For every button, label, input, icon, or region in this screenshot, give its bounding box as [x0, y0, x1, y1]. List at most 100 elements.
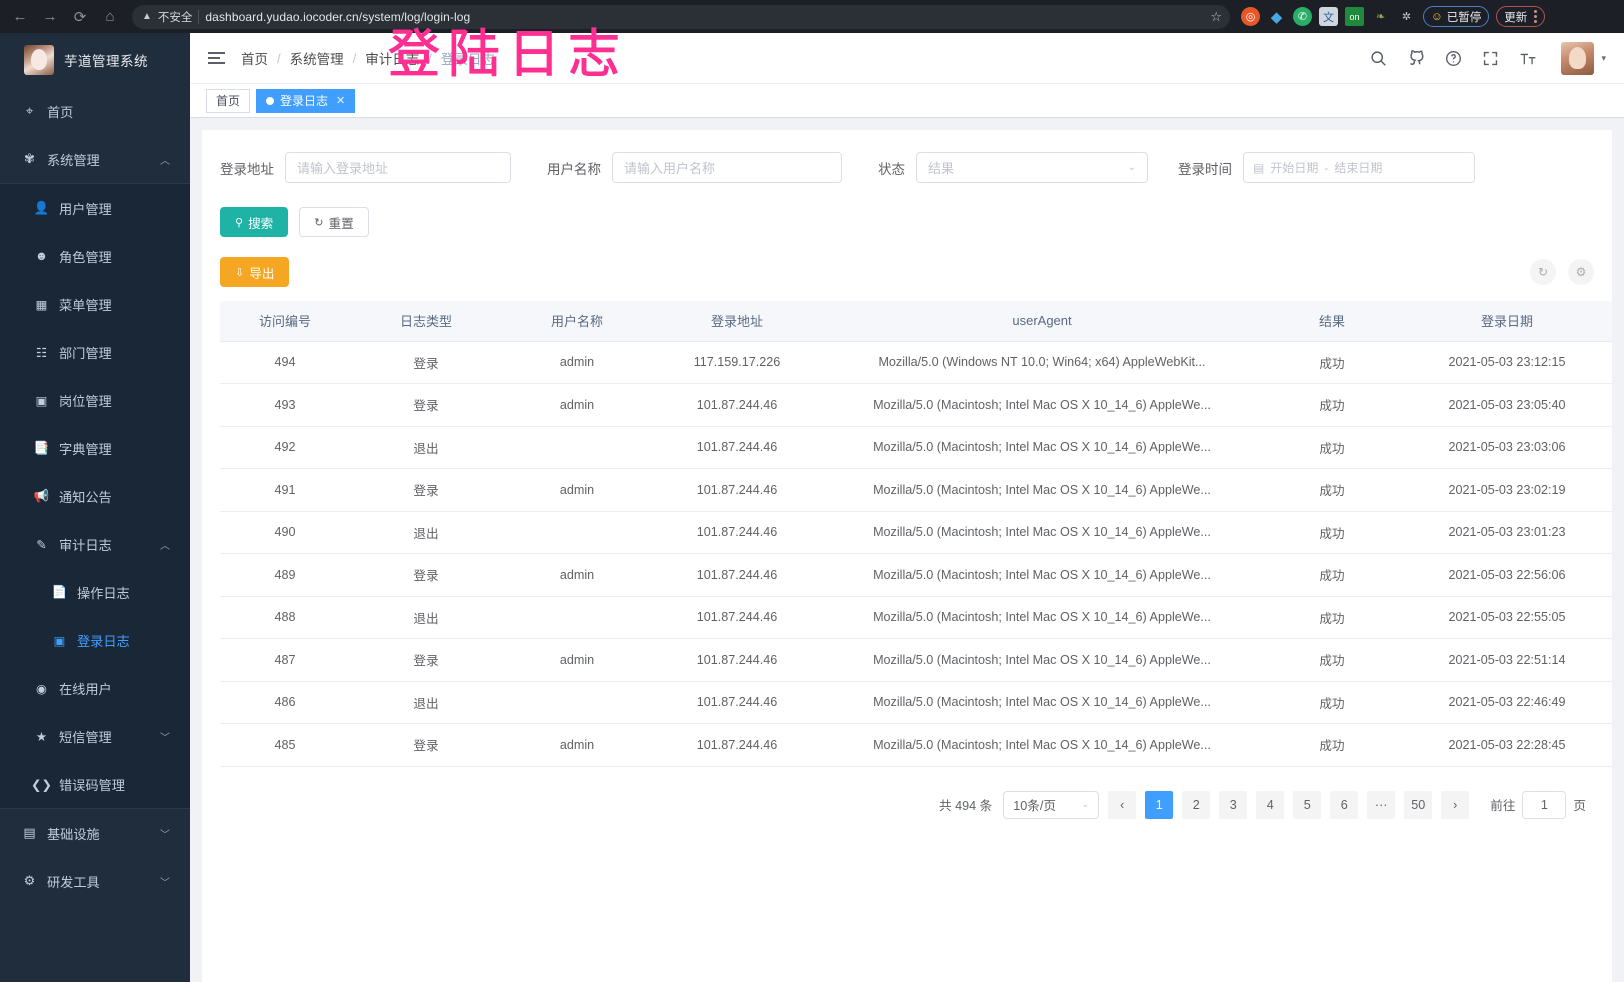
date-range-picker[interactable]: ▤ 开始日期 - 结束日期: [1243, 152, 1475, 183]
login-address-input[interactable]: 请输入登录地址: [285, 152, 511, 183]
breadcrumb-item-audit[interactable]: 审计日志: [365, 52, 420, 67]
sidebar-item-home[interactable]: ⌖ 首页: [0, 87, 190, 135]
page-button-1[interactable]: 1: [1145, 790, 1174, 819]
forward-arrow-icon[interactable]: →: [42, 8, 58, 25]
back-arrow-icon[interactable]: ←: [12, 8, 28, 25]
page-size-select[interactable]: 10条/页 ⌄: [1003, 790, 1100, 819]
table-row[interactable]: 488 退出 101.87.244.46 Mozilla/5.0 (Macintosh…: [220, 596, 1612, 639]
username-input[interactable]: 请输入用户名称: [612, 152, 842, 183]
sidebar-item-label: 部门管理: [59, 345, 112, 361]
page-jump: 前往 1 页: [1490, 790, 1586, 819]
github-icon[interactable]: [1407, 49, 1425, 67]
sidebar-item-audit-log[interactable]: ✎ 审计日志 ︿: [0, 520, 190, 568]
column-header-result[interactable]: 结果: [1262, 301, 1402, 342]
page-button-last[interactable]: 50: [1404, 790, 1433, 819]
table-row[interactable]: 491 登录 admin 101.87.244.46 Mozilla/5.0 (Maci…: [220, 468, 1612, 512]
page-button-2[interactable]: 2: [1182, 790, 1211, 819]
export-button-label: 导出: [249, 266, 275, 281]
settings-circle-icon[interactable]: ⚙: [1568, 259, 1594, 285]
address-bar[interactable]: ▲ 不安全 dashboard.yudao.iocoder.cn/system/…: [132, 4, 1230, 29]
sidebar-item-system[interactable]: ✾ 系统管理 ︿: [0, 135, 190, 183]
font-size-icon[interactable]: [1519, 50, 1537, 67]
ocr-icon[interactable]: on: [1345, 7, 1364, 26]
sidebar-item-error-code[interactable]: ❮❯ 错误码管理: [0, 760, 190, 808]
reload-icon[interactable]: ⟳: [73, 8, 87, 26]
avatar: [1561, 41, 1595, 75]
next-page-button[interactable]: ›: [1441, 790, 1470, 819]
brand[interactable]: 芋道管理系统: [0, 33, 190, 87]
table-row[interactable]: 492 退出 101.87.244.46 Mozilla/5.0 (Macintosh…: [220, 426, 1612, 469]
star-icon[interactable]: ☆: [1210, 8, 1222, 24]
divider: [198, 9, 200, 24]
column-header-date[interactable]: 登录日期: [1402, 301, 1612, 342]
page-ellipsis[interactable]: ···: [1367, 790, 1396, 819]
status-select[interactable]: 结果 ⌄: [916, 152, 1148, 183]
page-button-3[interactable]: 3: [1219, 790, 1248, 819]
breadcrumb-item-home[interactable]: 首页: [241, 52, 268, 67]
home-icon[interactable]: ⌂: [105, 8, 115, 25]
sidebar-item-role-mgmt[interactable]: ☻ 角色管理: [0, 232, 190, 280]
top-header: 首页 / 系统管理 / 审计日志 / 登录日志 ▾: [190, 33, 1624, 83]
tag-login-log[interactable]: 登录日志 ✕: [256, 88, 356, 113]
sidebar-item-post-mgmt[interactable]: ▣ 岗位管理: [0, 376, 190, 424]
search-button[interactable]: ⚲ 搜索: [220, 207, 289, 237]
sidebar-item-menu-mgmt[interactable]: ▦ 菜单管理: [0, 280, 190, 328]
help-icon[interactable]: [1445, 50, 1462, 67]
breadcrumb-item-system[interactable]: 系统管理: [289, 52, 344, 67]
close-icon[interactable]: ✕: [336, 95, 346, 107]
cell-address: 101.87.244.46: [652, 596, 822, 639]
cell-type: 登录: [350, 341, 502, 384]
jump-input[interactable]: 1: [1522, 790, 1567, 819]
sidebar-item-dev-tools[interactable]: ⚙ 研发工具 ﹀: [0, 857, 190, 905]
column-header-username[interactable]: 用户名称: [502, 301, 652, 342]
paused-badge[interactable]: ☺ 已暂停: [1423, 6, 1490, 27]
table-row[interactable]: 489 登录 admin 101.87.244.46 Mozilla/5.0 (Maci…: [220, 553, 1612, 597]
field-label: 用户名称: [547, 161, 601, 177]
puzzle-icon[interactable]: ✲: [1401, 11, 1412, 23]
chevron-down-icon: ⌄: [1127, 162, 1136, 173]
kebab-menu-icon[interactable]: [1534, 10, 1538, 23]
page-button-4[interactable]: 4: [1256, 790, 1285, 819]
browser-toolbar: ← → ⟳ ⌂ ▲ 不安全 dashboard.yudao.iocoder.cn…: [0, 0, 1624, 33]
column-header-id[interactable]: 访问编号: [220, 301, 350, 342]
table-row[interactable]: 494 登录 admin 117.159.17.226 Mozilla/5.0 (Win…: [220, 341, 1612, 384]
sidebar-item-login-log[interactable]: ▣ 登录日志: [0, 616, 190, 664]
hamburger-icon[interactable]: [208, 52, 225, 64]
translate-icon[interactable]: 文: [1319, 7, 1338, 26]
search-icon[interactable]: [1370, 50, 1387, 67]
cell-username: admin: [502, 383, 652, 427]
sidebar-item-notice[interactable]: 📢 通知公告: [0, 472, 190, 520]
login-log-card: 登录地址 请输入登录地址 用户名称 请输入用户名称 状态 结果 ⌄ 登录时间: [202, 130, 1612, 982]
ubuntu-icon[interactable]: ◎: [1241, 7, 1260, 26]
wechat-icon[interactable]: ✆: [1293, 7, 1312, 26]
user-menu[interactable]: ▾: [1561, 41, 1606, 75]
sidebar-item-dept-mgmt[interactable]: ☷ 部门管理: [0, 328, 190, 376]
table-row[interactable]: 493 登录 admin 101.87.244.46 Mozilla/5.0 (Maci…: [220, 383, 1612, 427]
export-button[interactable]: ⇩ 导出: [220, 257, 290, 287]
table-row[interactable]: 485 登录 admin 101.87.244.46 Mozilla/5.0 (Maci…: [220, 723, 1612, 767]
diamond-icon[interactable]: ◆: [1270, 8, 1283, 26]
refresh-circle-icon[interactable]: ↻: [1530, 259, 1556, 285]
update-badge[interactable]: 更新: [1496, 6, 1546, 27]
online-user-icon: ◉: [36, 681, 47, 696]
reset-button[interactable]: ↻ 重置: [299, 207, 369, 237]
column-header-type[interactable]: 日志类型: [350, 301, 502, 342]
clip-icon[interactable]: ❧: [1375, 11, 1386, 23]
tag-home[interactable]: 首页: [206, 88, 251, 113]
fullscreen-icon[interactable]: [1482, 50, 1499, 67]
sidebar-item-sms-mgmt[interactable]: ★ 短信管理 ﹀: [0, 712, 190, 760]
page-button-6[interactable]: 6: [1330, 790, 1359, 819]
table-row[interactable]: 490 退出 101.87.244.46 Mozilla/5.0 (Macintosh…: [220, 511, 1612, 554]
column-header-address[interactable]: 登录地址: [652, 301, 822, 342]
sidebar-item-operation-log[interactable]: 📄 操作日志: [0, 568, 190, 616]
table-row[interactable]: 486 退出 101.87.244.46 Mozilla/5.0 (Macintosh…: [220, 681, 1612, 724]
prev-page-button[interactable]: ‹: [1108, 790, 1137, 819]
column-header-useragent[interactable]: userAgent: [822, 301, 1262, 342]
sidebar-item-label: 通知公告: [59, 489, 112, 505]
sidebar-item-dict-mgmt[interactable]: 📑 字典管理: [0, 424, 190, 472]
sidebar-item-online-user[interactable]: ◉ 在线用户: [0, 664, 190, 712]
sidebar-item-user-mgmt[interactable]: 👤 用户管理: [0, 184, 190, 232]
page-button-5[interactable]: 5: [1293, 790, 1322, 819]
sidebar-item-infrastructure[interactable]: ▤ 基础设施 ﹀: [0, 809, 190, 857]
table-row[interactable]: 487 登录 admin 101.87.244.46 Mozilla/5.0 (Maci…: [220, 638, 1612, 682]
